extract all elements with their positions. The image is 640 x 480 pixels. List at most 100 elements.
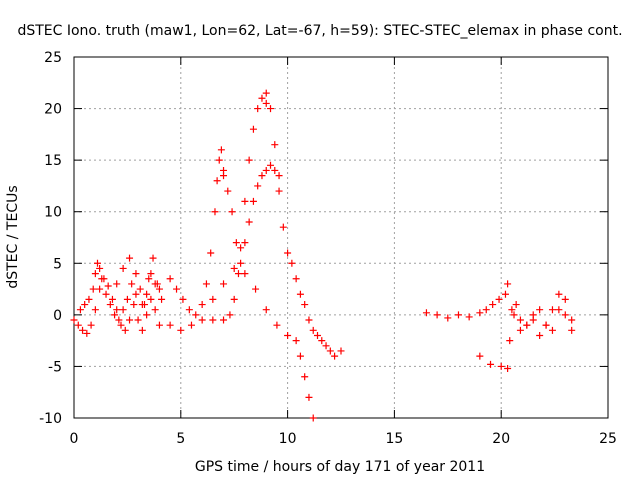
data-point bbox=[284, 249, 292, 257]
data-point bbox=[476, 309, 484, 317]
data-point bbox=[81, 301, 89, 309]
data-point bbox=[207, 249, 215, 257]
x-tick-label: 25 bbox=[599, 431, 617, 447]
data-point bbox=[262, 306, 270, 314]
data-point bbox=[117, 321, 125, 329]
data-point bbox=[271, 166, 279, 174]
data-point bbox=[213, 177, 221, 185]
plot-area-frame bbox=[73, 56, 609, 419]
data-point bbox=[232, 239, 240, 247]
data-point bbox=[74, 321, 82, 329]
x-tick-label: 0 bbox=[70, 431, 79, 447]
data-point bbox=[113, 280, 121, 288]
data-point bbox=[147, 295, 155, 303]
data-point bbox=[91, 270, 99, 278]
data-point bbox=[489, 301, 497, 309]
data-point bbox=[209, 316, 217, 324]
data-point bbox=[96, 285, 104, 293]
data-point bbox=[155, 321, 163, 329]
data-point bbox=[215, 156, 223, 164]
data-point bbox=[98, 275, 106, 283]
data-point bbox=[258, 94, 266, 102]
chart-title: dSTEC Iono. truth (maw1, Lon=62, Lat=-67… bbox=[17, 23, 622, 39]
data-point bbox=[510, 311, 518, 319]
data-point bbox=[132, 290, 140, 298]
data-point bbox=[305, 316, 313, 324]
y-tick-label: 15 bbox=[44, 153, 62, 169]
data-point bbox=[220, 280, 228, 288]
data-point bbox=[262, 99, 270, 107]
data-point bbox=[568, 316, 576, 324]
data-point bbox=[262, 89, 270, 97]
data-point bbox=[151, 280, 159, 288]
data-point bbox=[326, 347, 334, 355]
data-point bbox=[444, 314, 452, 322]
data-point bbox=[508, 306, 516, 314]
data-point bbox=[322, 342, 330, 350]
data-point bbox=[220, 316, 228, 324]
data-point bbox=[230, 295, 238, 303]
data-point bbox=[179, 295, 187, 303]
data-point bbox=[166, 321, 174, 329]
data-point bbox=[234, 270, 242, 278]
data-point bbox=[209, 295, 217, 303]
data-point bbox=[331, 352, 339, 360]
data-point bbox=[173, 285, 181, 293]
data-point bbox=[482, 306, 490, 314]
data-point bbox=[536, 331, 544, 339]
data-point bbox=[267, 161, 275, 169]
data-point bbox=[254, 105, 262, 113]
data-point bbox=[224, 187, 232, 195]
data-point bbox=[561, 311, 569, 319]
data-point bbox=[476, 352, 484, 360]
data-point bbox=[202, 280, 210, 288]
data-point bbox=[254, 182, 262, 190]
data-point bbox=[249, 197, 257, 205]
data-point bbox=[296, 290, 304, 298]
data-point bbox=[245, 218, 253, 226]
data-point bbox=[301, 373, 309, 381]
data-point bbox=[138, 326, 146, 334]
data-point bbox=[85, 295, 93, 303]
x-tick-label: 20 bbox=[492, 431, 510, 447]
data-point bbox=[292, 275, 300, 283]
data-point bbox=[548, 306, 556, 314]
axis-ticks bbox=[73, 56, 609, 419]
y-tick-label: 5 bbox=[53, 256, 62, 272]
tick-labels: 0 5 10 15 20 25 -10 -5 0 5 10 15 20 25 bbox=[39, 50, 617, 447]
data-point bbox=[198, 316, 206, 324]
data-point bbox=[288, 259, 296, 267]
data-point bbox=[252, 285, 260, 293]
data-point bbox=[512, 301, 520, 309]
data-point bbox=[273, 321, 281, 329]
data-point bbox=[198, 301, 206, 309]
x-tick-label: 10 bbox=[279, 431, 297, 447]
x-tick-label: 15 bbox=[385, 431, 403, 447]
data-point bbox=[237, 259, 245, 267]
data-point bbox=[155, 285, 163, 293]
data-point bbox=[91, 306, 99, 314]
data-point bbox=[121, 326, 129, 334]
data-point bbox=[504, 364, 512, 372]
data-points bbox=[70, 89, 576, 422]
data-point bbox=[275, 172, 283, 180]
data-point bbox=[309, 326, 317, 334]
data-point bbox=[529, 311, 537, 319]
data-point bbox=[495, 295, 503, 303]
data-point bbox=[192, 311, 200, 319]
data-point bbox=[296, 352, 304, 360]
data-point bbox=[487, 360, 495, 368]
data-point bbox=[465, 313, 473, 321]
data-point bbox=[284, 331, 292, 339]
data-point bbox=[548, 326, 556, 334]
y-tick-label: 20 bbox=[44, 102, 62, 118]
data-point bbox=[241, 197, 249, 205]
data-point bbox=[126, 316, 134, 324]
data-point bbox=[187, 321, 195, 329]
data-point bbox=[292, 337, 300, 345]
data-point bbox=[217, 146, 225, 154]
data-point bbox=[506, 337, 514, 345]
data-point bbox=[145, 275, 153, 283]
data-point bbox=[245, 156, 253, 164]
x-axis-label: GPS time / hours of day 171 of year 2011 bbox=[195, 459, 485, 475]
